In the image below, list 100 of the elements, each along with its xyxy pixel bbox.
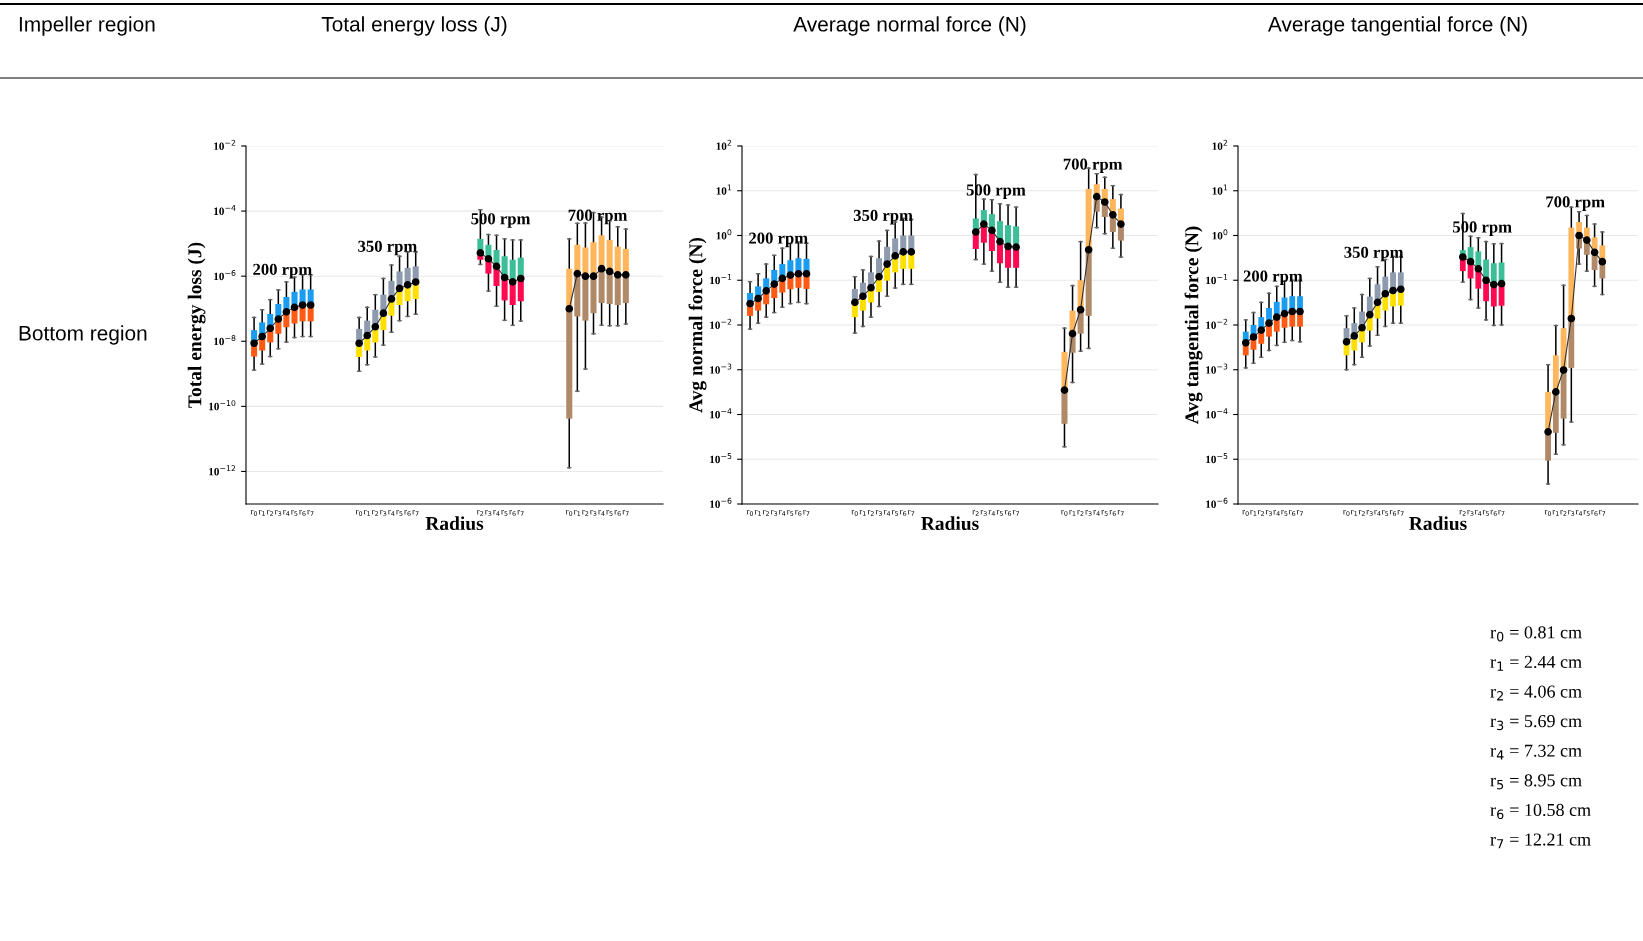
chart-title: Total energy loss (J) [321, 16, 507, 36]
x-tick-label: r$_{0}$ [1060, 510, 1068, 516]
y-tick-label: 10$^{−6}$ [1206, 497, 1228, 508]
x-tick-label: r$_{1}$ [1249, 510, 1257, 516]
x-tick-label: r$_{0}$ [1343, 510, 1350, 516]
x-tick-label: r$_{2}$ [972, 510, 979, 516]
x-tick-label: r$_{7}$ [1296, 510, 1303, 516]
x-tick-label: r$_{4}$ [1474, 510, 1482, 516]
x-tick-label: r$_{6}$ [1490, 510, 1497, 516]
x-tick-label: r$_{2}$ [1358, 510, 1365, 516]
y-tick-label: 10$^{−8}$ [214, 335, 236, 346]
x-tick-label: r$_{7}$ [307, 510, 314, 516]
x-tick-label: r$_{3}$ [379, 510, 387, 516]
x-tick-label: r$_{4}$ [1273, 510, 1280, 516]
x-tick-label: r$_{2}$ [1077, 510, 1084, 516]
series-label: 200 rpm [749, 232, 808, 248]
x-tick-label: r$_{5}$ [996, 510, 1003, 516]
x-tick-label: r$_{1}$ [754, 510, 761, 516]
x-tick-label: r$_{6}$ [1591, 510, 1598, 516]
y-tick-label: 10$^{−3}$ [1206, 363, 1228, 374]
y-tick-label: 10$^{−4}$ [710, 408, 732, 419]
y-axis-title: Avg normal force (N) [688, 237, 707, 413]
x-tick-label: r$_{7}$ [412, 510, 419, 516]
x-tick-label: r$_{2}$ [476, 510, 484, 516]
x-tick-label: r$_{7}$ [1397, 510, 1404, 516]
text: r$_{0}$ = 0.81 cm [1490, 626, 1582, 642]
x-tick-label: r$_{0}$ [1544, 510, 1552, 516]
x-tick-label: r$_{6}$ [404, 510, 411, 516]
text: Impeller region [19, 16, 155, 36]
y-tick-label: 10$^{−12}$ [209, 465, 236, 476]
x-tick-label: r$_{3}$ [484, 510, 492, 516]
y-tick-label: 10$^{2}$ [716, 139, 732, 150]
x-tick-label: r$_{1}$ [258, 510, 265, 516]
x-tick-label: r$_{4}$ [988, 510, 995, 516]
y-tick-label: 10$^{−6}$ [214, 270, 236, 281]
x-tick-label: r$_{3}$ [770, 510, 778, 516]
x-tick-label: r$_{3}$ [1085, 510, 1092, 516]
y-tick-label: 10$^{−4}$ [214, 204, 236, 215]
x-tick-label: r$_{5}$ [891, 510, 899, 516]
series-label: 350 rpm [853, 209, 913, 225]
x-axis-title: Radius [425, 516, 484, 531]
y-tick-label: 10$^{0}$ [716, 229, 732, 240]
text: r$_{2}$ = 4.06 cm [1490, 685, 1582, 701]
y-tick-label: 10$^{2}$ [1212, 139, 1228, 150]
x-tick-label: r$_{4}$ [387, 510, 395, 516]
x-tick-label: r$_{2}$ [1560, 510, 1567, 516]
x-tick-label: r$_{1}$ [1350, 510, 1358, 516]
x-tick-label: r$_{3}$ [274, 510, 282, 516]
text: Bottom region [19, 325, 147, 345]
x-tick-label: r$_{0}$ [565, 510, 573, 516]
text: r$_{6}$ = 10.58 cm [1490, 803, 1591, 819]
y-tick-label: 10$^{1}$ [716, 184, 732, 195]
x-tick-label: r$_{5}$ [396, 510, 403, 516]
y-tick-label: 10$^{0}$ [1212, 229, 1228, 240]
y-tick-label: 10$^{−2}$ [1206, 318, 1228, 329]
text: r$_{4}$ = 7.32 cm [1490, 744, 1582, 760]
x-tick-label: r$_{4}$ [282, 510, 290, 516]
x-tick-label: r$_{7}$ [622, 510, 629, 516]
x-tick-label: r$_{5}$ [501, 510, 508, 516]
x-tick-label: r$_{1}$ [573, 510, 581, 516]
x-tick-label: r$_{6}$ [1004, 510, 1012, 516]
text: r$_{3}$ = 5.69 cm [1490, 715, 1582, 731]
y-axis-title: Total energy loss (J) [187, 242, 206, 408]
y-tick-label: 10$^{−2}$ [214, 139, 236, 150]
x-tick-label: r$_{3}$ [1467, 510, 1474, 516]
series-label: 350 rpm [358, 240, 417, 256]
x-tick-label: r$_{5}$ [606, 510, 613, 516]
y-tick-label: 10$^{−1}$ [1206, 274, 1228, 285]
series-label: 700 rpm [1546, 196, 1605, 211]
text: r$_{5}$ = 8.95 cm [1490, 774, 1582, 790]
x-tick-label: r$_{5}$ [1482, 510, 1489, 516]
x-tick-label: r$_{2}$ [762, 510, 769, 516]
series-label: 350 rpm [1344, 246, 1404, 262]
x-tick-label: r$_{0}$ [355, 510, 363, 516]
x-tick-label: r$_{7}$ [1598, 510, 1606, 516]
chart-title: Average tangential force (N) [1267, 16, 1527, 36]
y-tick-label: 10$^{−3}$ [710, 363, 732, 374]
x-tick-label: r$_{4}$ [1575, 510, 1583, 516]
y-tick-label: 10$^{−2}$ [710, 318, 732, 329]
x-tick-label: r$_{6}$ [509, 510, 516, 516]
x-tick-label: r$_{4}$ [493, 510, 500, 516]
text: r$_{7}$ = 12.21 cm [1490, 833, 1591, 849]
chart-title: Average normal force (N) [793, 16, 1026, 36]
x-tick-label: r$_{6}$ [299, 510, 306, 516]
x-tick-label: r$_{6}$ [794, 510, 802, 516]
x-tick-label: r$_{5}$ [1583, 510, 1590, 516]
x-tick-label: r$_{5}$ [1101, 510, 1108, 516]
x-tick-label: r$_{2}$ [1459, 510, 1466, 516]
x-tick-label: r$_{1}$ [859, 510, 866, 516]
x-tick-label: r$_{3}$ [589, 510, 597, 516]
y-tick-label: 10$^{−5}$ [710, 453, 732, 464]
x-tick-label: r$_{3}$ [1567, 510, 1575, 516]
series-label: 700 rpm [1063, 158, 1123, 174]
x-tick-label: r$_{1}$ [1552, 510, 1559, 516]
x-tick-label: r$_{3}$ [875, 510, 882, 516]
y-tick-label: 10$^{1}$ [1212, 184, 1228, 195]
x-tick-label: r$_{5}$ [290, 510, 298, 516]
x-tick-label: r$_{4}$ [883, 510, 891, 516]
y-tick-label: 10$^{−10}$ [209, 400, 236, 411]
x-tick-label: r$_{1}$ [363, 510, 371, 516]
